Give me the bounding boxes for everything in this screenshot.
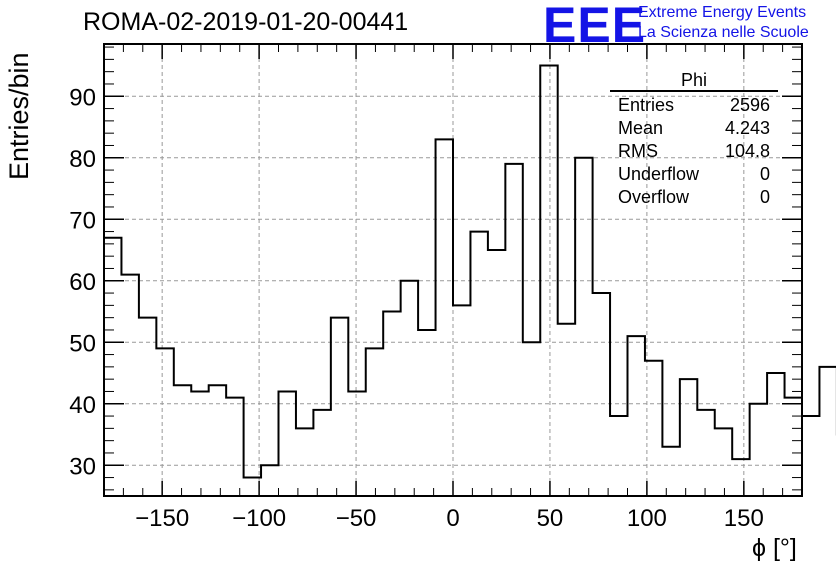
x-tick-label: −50 xyxy=(336,505,377,532)
y-tick-label: 70 xyxy=(69,207,96,234)
stats-value: 2596 xyxy=(729,95,770,115)
x-tick-label: −150 xyxy=(135,505,189,532)
stats-value: 4.243 xyxy=(724,118,770,138)
run-title: ROMA-02-2019-01-20-00441 xyxy=(83,8,409,36)
stats-row: Underflow 0 xyxy=(610,163,778,186)
tick-labels: −150 −100 −50 0 50 100 150 30 40 50 60 70 80 90 xyxy=(69,84,764,532)
stats-value: 104.8 xyxy=(724,141,770,161)
histogram-outline xyxy=(103,64,836,496)
stats-row: Mean 4.243 xyxy=(610,117,778,140)
x-tick-label: 0 xyxy=(446,505,459,532)
stats-row: Entries 2596 xyxy=(610,94,778,117)
org-name-line1: Extreme Energy Events xyxy=(638,4,807,21)
x-axis-label: ϕ [°] xyxy=(752,534,797,562)
stats-divider xyxy=(610,90,778,92)
x-tick-label: 100 xyxy=(627,505,667,532)
stats-box: Phi Entries 2596 Mean 4.243 RMS 104.8 Un… xyxy=(610,70,778,209)
stats-label: RMS xyxy=(618,141,658,161)
stats-row: RMS 104.8 xyxy=(610,140,778,163)
stats-row: Overflow 0 xyxy=(610,186,778,209)
stats-label: Overflow xyxy=(618,187,690,207)
stats-label: Entries xyxy=(618,95,675,115)
y-tick-label: 90 xyxy=(69,84,96,111)
x-tick-label: 150 xyxy=(724,505,764,532)
y-tick-label: 50 xyxy=(69,330,96,357)
y-tick-label: 80 xyxy=(69,146,96,173)
stats-title: Phi xyxy=(680,70,707,90)
y-tick-label: 40 xyxy=(69,392,96,419)
org-name-line2: La Scienza nelle Scuole xyxy=(638,24,809,41)
y-axis-label: Entries/bin xyxy=(4,52,34,180)
x-tick-label: 50 xyxy=(537,505,564,532)
stats-value: 0 xyxy=(759,164,770,184)
stats-label: Mean xyxy=(618,118,664,138)
x-tick-label: −100 xyxy=(232,505,286,532)
y-tick-label: 60 xyxy=(69,269,96,296)
y-tick-label: 30 xyxy=(69,453,96,480)
axis-ticks xyxy=(103,44,803,496)
eee-logo: EEE xyxy=(543,0,647,53)
stats-label: Underflow xyxy=(618,164,700,184)
stats-value: 0 xyxy=(759,187,770,207)
plot-frame xyxy=(103,43,803,497)
